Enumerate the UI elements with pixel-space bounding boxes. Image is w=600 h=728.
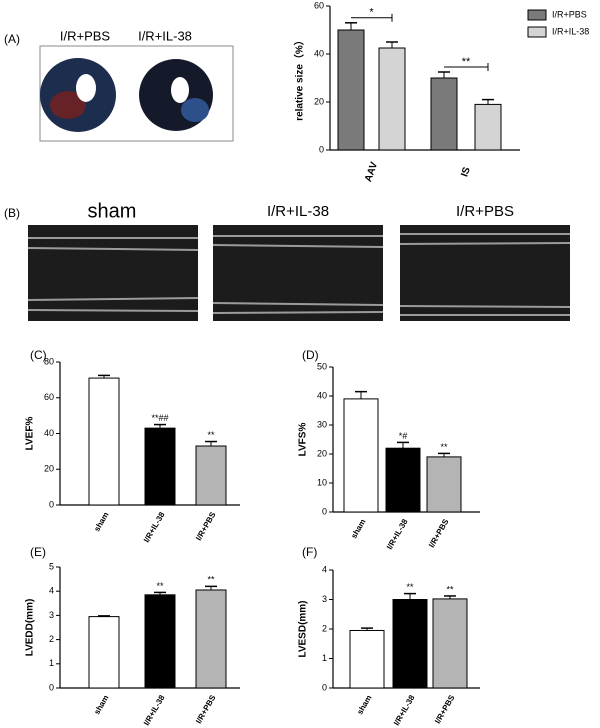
y-tick-label: 1 xyxy=(322,653,327,663)
bar xyxy=(349,629,385,689)
x-tick-label: I/R+IL-38 xyxy=(392,693,417,727)
heart-lumen xyxy=(171,77,189,103)
x-tick-label: I/R+PBS xyxy=(194,693,218,725)
x-tick-label: sham xyxy=(355,694,373,717)
heart-infarct xyxy=(50,91,86,119)
y-tick-label: 40 xyxy=(314,48,324,58)
x-tick-label: sham xyxy=(92,694,110,717)
x-tick-label: I/R+IL-38 xyxy=(385,517,410,551)
bar xyxy=(195,589,227,689)
x-tick-label: I/R+IL-38 xyxy=(142,510,167,544)
panel-label: (C) xyxy=(30,348,47,362)
significance-label: ** xyxy=(462,56,471,68)
y-tick-label: 3 xyxy=(49,610,54,620)
bar xyxy=(392,599,428,689)
y-axis-label: LVESD(mm) xyxy=(298,600,309,657)
significance-label: **## xyxy=(151,413,168,423)
panel-label: (E) xyxy=(30,545,46,559)
significance-label: ** xyxy=(207,575,215,585)
bar xyxy=(474,103,502,151)
x-tick-label: AAV xyxy=(363,160,380,183)
bar xyxy=(430,77,458,151)
y-axis-label: relative size（%） xyxy=(293,35,306,121)
y-tick-label: 60 xyxy=(314,0,324,10)
y-tick-label: 60 xyxy=(44,392,54,402)
bar xyxy=(343,398,379,513)
bar xyxy=(432,598,468,689)
legend-label: I/R+PBS xyxy=(552,9,587,19)
significance-label: * xyxy=(369,7,374,19)
panel-label: (D) xyxy=(302,348,319,362)
significance-label: ** xyxy=(156,581,164,591)
significance-label: *# xyxy=(399,431,408,441)
x-tick-label: I/R+PBS xyxy=(433,693,457,725)
y-tick-label: 2 xyxy=(49,634,54,644)
x-tick-label: I/R+IL-38 xyxy=(142,693,167,727)
bar xyxy=(426,456,462,513)
y-tick-label: 1 xyxy=(49,658,54,668)
bar xyxy=(337,29,365,151)
bar xyxy=(88,377,120,506)
bar xyxy=(385,447,421,513)
echo-label: sham xyxy=(88,200,137,222)
y-tick-label: 20 xyxy=(314,96,324,106)
significance-label: ** xyxy=(207,430,215,440)
significance-label: ** xyxy=(406,582,414,592)
y-tick-label: 0 xyxy=(319,144,324,154)
bar xyxy=(144,427,176,506)
x-tick-label: sham xyxy=(349,518,367,541)
y-axis-label: LVEF% xyxy=(25,417,36,451)
bar xyxy=(144,594,176,689)
y-tick-label: 40 xyxy=(44,428,54,438)
significance-label: ** xyxy=(440,442,448,452)
panel-label: (F) xyxy=(302,545,317,559)
y-tick-label: 10 xyxy=(317,477,327,487)
y-tick-label: 20 xyxy=(44,464,54,474)
heart-lumen xyxy=(76,74,96,102)
y-axis-label: LVFS% xyxy=(298,423,309,457)
y-tick-label: 50 xyxy=(317,361,327,371)
x-tick-label: I/R+PBS xyxy=(194,510,218,542)
y-tick-label: 0 xyxy=(322,506,327,516)
y-tick-label: 2 xyxy=(322,623,327,633)
x-tick-label: IS xyxy=(459,165,473,178)
y-tick-label: 5 xyxy=(49,561,54,571)
y-tick-label: 30 xyxy=(317,419,327,429)
y-tick-label: 0 xyxy=(49,499,54,509)
y-tick-label: 0 xyxy=(49,682,54,692)
photo-label: I/R+PBS xyxy=(60,28,111,43)
bar xyxy=(378,47,406,151)
y-tick-label: 40 xyxy=(317,390,327,400)
y-tick-label: 4 xyxy=(49,586,54,596)
photo-label: I/R+IL-38 xyxy=(138,28,192,43)
echo-label: I/R+PBS xyxy=(456,203,514,220)
panel-label: (A) xyxy=(4,32,20,46)
echo-label: I/R+IL-38 xyxy=(267,203,329,220)
y-tick-label: 4 xyxy=(322,564,327,574)
bar xyxy=(88,616,120,689)
y-tick-label: 3 xyxy=(322,594,327,604)
x-tick-label: sham xyxy=(92,511,110,534)
legend-swatch xyxy=(527,26,547,38)
legend-swatch xyxy=(527,9,547,21)
x-tick-label: I/R+PBS xyxy=(427,517,451,549)
significance-label: ** xyxy=(446,584,454,594)
y-tick-label: 80 xyxy=(44,356,54,366)
y-tick-label: 20 xyxy=(317,448,327,458)
bar xyxy=(195,445,227,506)
echo-images xyxy=(27,225,571,321)
panel-label: (B) xyxy=(4,206,20,220)
y-tick-label: 0 xyxy=(322,682,327,692)
heart-infarct xyxy=(181,98,209,122)
legend-label: I/R+IL-38 xyxy=(552,26,589,36)
y-axis-label: LVEDD(mm) xyxy=(25,599,36,657)
